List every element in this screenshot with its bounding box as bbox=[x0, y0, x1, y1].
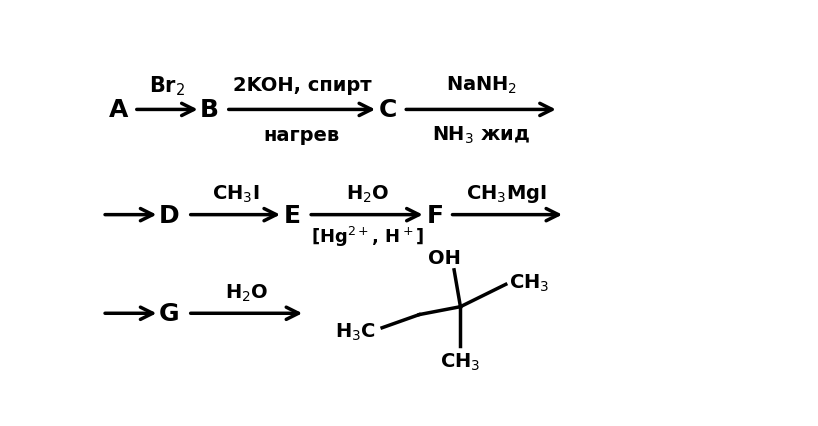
Text: OH: OH bbox=[428, 248, 461, 267]
Text: NH$_3$ жид: NH$_3$ жид bbox=[432, 124, 530, 145]
Text: H$_2$O: H$_2$O bbox=[345, 183, 389, 204]
Text: нагрев: нагрев bbox=[264, 125, 340, 144]
Text: 2KOH, спирт: 2KOH, спирт bbox=[232, 76, 371, 95]
Text: G: G bbox=[159, 302, 179, 325]
Text: NaNH$_2$: NaNH$_2$ bbox=[446, 75, 517, 96]
Text: H$_2$O: H$_2$O bbox=[225, 282, 268, 303]
Text: D: D bbox=[159, 203, 179, 227]
Text: CH$_3$I: CH$_3$I bbox=[212, 183, 259, 204]
Text: CH$_3$MgI: CH$_3$MgI bbox=[466, 183, 547, 205]
Text: CH$_3$: CH$_3$ bbox=[440, 351, 481, 372]
Text: B: B bbox=[200, 98, 218, 122]
Text: A: A bbox=[109, 98, 128, 122]
Text: C: C bbox=[379, 98, 397, 122]
Text: [Hg$^{2+}$, H$^+$]: [Hg$^{2+}$, H$^+$] bbox=[311, 225, 424, 248]
Text: Br$_2$: Br$_2$ bbox=[149, 74, 185, 97]
Text: H$_3$C: H$_3$C bbox=[335, 321, 375, 342]
Text: CH$_3$: CH$_3$ bbox=[509, 272, 550, 294]
Text: F: F bbox=[426, 203, 443, 227]
Text: E: E bbox=[284, 203, 301, 227]
